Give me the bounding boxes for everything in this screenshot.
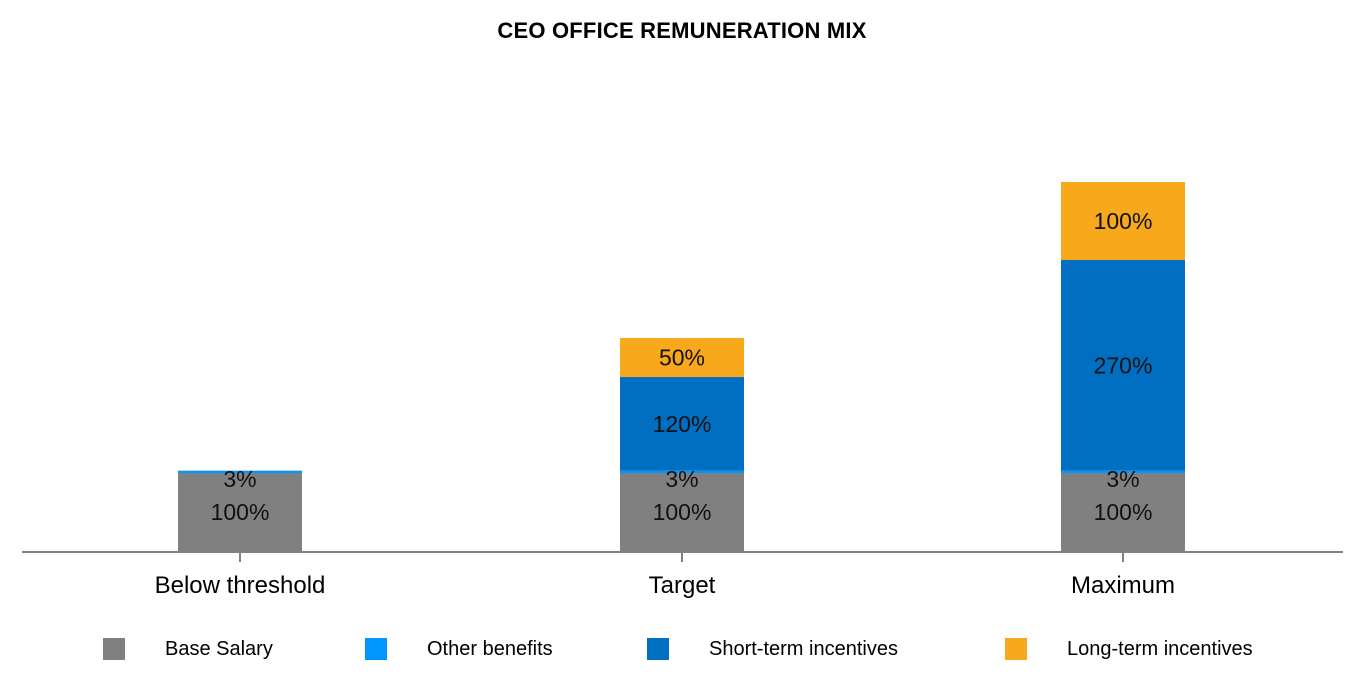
legend-label-base-salary: Base Salary — [165, 637, 273, 660]
data-label-below-threshold-base-salary: 100% — [211, 499, 270, 525]
legend-swatch-base-salary — [103, 638, 125, 660]
x-tick-label-target: Target — [649, 572, 716, 599]
data-label-target-short-term-incentives: 120% — [653, 411, 712, 437]
legend-swatch-other-benefits — [365, 638, 387, 660]
data-label-target-other-benefits: 3% — [665, 466, 698, 492]
legend-item-long-term-incentives: Long-term incentives — [1005, 634, 1253, 664]
legend-label-other-benefits: Other benefits — [427, 637, 553, 660]
legend-item-base-salary: Base Salary — [103, 634, 273, 664]
legend-label-short-term-incentives: Short-term incentives — [709, 637, 898, 660]
bar-maximum-base-salary — [1061, 472, 1185, 551]
data-label-maximum-long-term-incentives: 100% — [1094, 208, 1153, 234]
x-tick-label-below-threshold: Below threshold — [155, 572, 326, 599]
legend-item-short-term-incentives: Short-term incentives — [647, 634, 898, 664]
bar-maximum-short-term-incentives — [1061, 260, 1185, 471]
legend-swatch-short-term-incentives — [647, 638, 669, 660]
data-label-maximum-short-term-incentives: 270% — [1094, 352, 1153, 378]
bar-target-short-term-incentives — [620, 377, 744, 471]
legend-item-other-benefits: Other benefits — [365, 634, 553, 664]
x-axis-ticks — [239, 552, 1124, 562]
legend-label-long-term-incentives: Long-term incentives — [1067, 637, 1253, 660]
legend: Base Salary Other benefits Short-term in… — [0, 634, 1364, 664]
bar-target-base-salary — [620, 472, 744, 551]
data-label-maximum-other-benefits: 3% — [1106, 466, 1139, 492]
bar-maximum-other-benefits — [1061, 470, 1185, 473]
data-label-below-threshold-other-benefits: 3% — [223, 466, 256, 492]
legend-swatch-long-term-incentives — [1005, 638, 1027, 660]
data-label-maximum-base-salary: 100% — [1094, 499, 1153, 525]
x-tick-label-maximum: Maximum — [1071, 572, 1175, 599]
bar-maximum-long-term-incentives — [1061, 182, 1185, 261]
bar-below-threshold-other-benefits — [178, 470, 302, 473]
stacked-bar-chart: 100% 3% 100% 3% 120% 50% 100% 3% 270% 100% Below … — [22, 182, 1343, 599]
bars-layer — [178, 182, 1185, 551]
data-label-target-long-term-incentives: 50% — [659, 345, 705, 371]
data-label-target-base-salary: 100% — [653, 499, 712, 525]
chart-title: CEO OFFICE REMUNERATION MIX — [497, 18, 867, 43]
bar-below-threshold-base-salary — [178, 472, 302, 551]
bar-target-long-term-incentives — [620, 338, 744, 378]
bar-target-other-benefits — [620, 470, 744, 473]
data-labels-layer: 100% 3% 100% 3% 120% 50% 100% 3% 270% 100% — [211, 208, 1153, 525]
